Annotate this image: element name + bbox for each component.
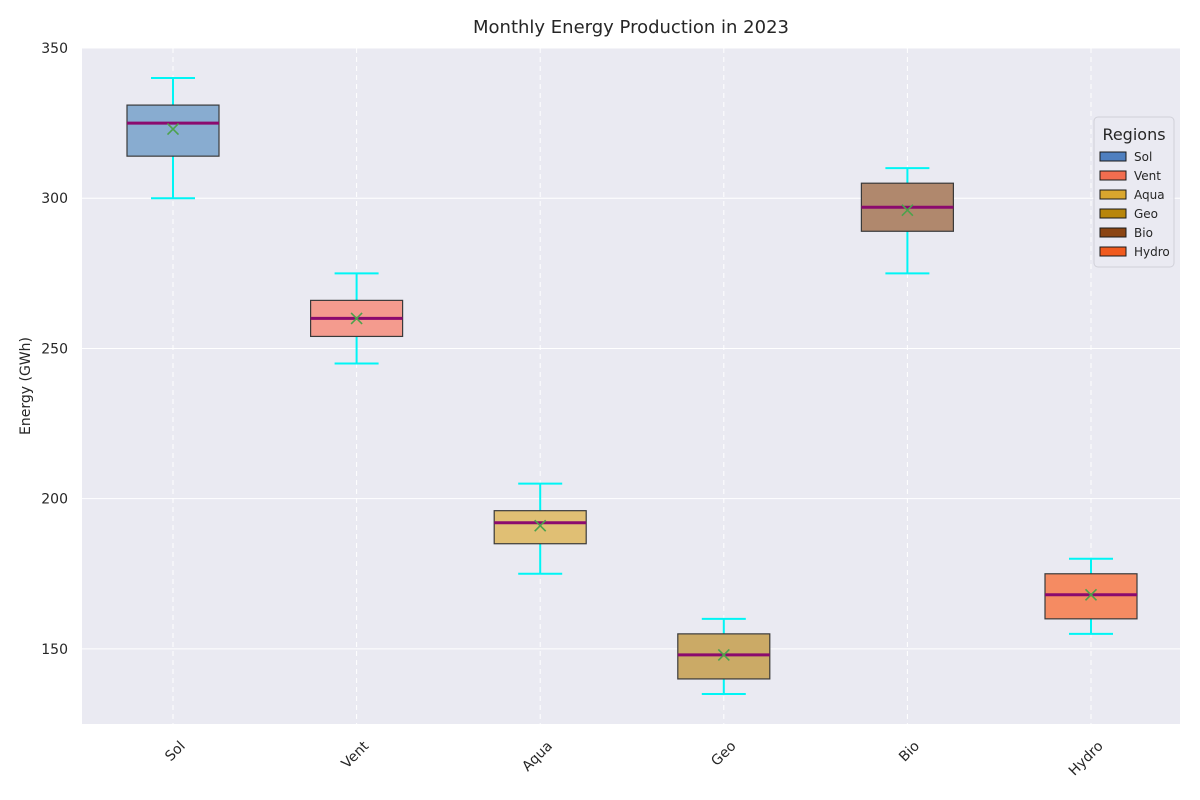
- iqr-box: [1044, 573, 1138, 620]
- legend-label: Aqua: [1134, 188, 1165, 202]
- y-tick-label: 200: [41, 492, 68, 508]
- legend-entry-sol: Sol: [1099, 150, 1152, 164]
- legend-swatch: [1099, 246, 1127, 257]
- box-hydro: [1044, 557, 1138, 635]
- y-tick-label: 250: [41, 341, 68, 357]
- mean-marker: [166, 123, 180, 136]
- chart-title: Monthly Energy Production in 2023: [473, 17, 789, 38]
- legend-swatch: [1099, 189, 1127, 200]
- legend-entry-bio: Bio: [1099, 226, 1153, 240]
- legend-entry-vent: Vent: [1099, 169, 1161, 183]
- box-bio: [860, 167, 955, 275]
- mean-marker: [350, 312, 363, 325]
- legend-label: Sol: [1134, 150, 1152, 164]
- legend-swatch: [1099, 227, 1127, 238]
- legend-swatch: [1099, 151, 1127, 162]
- legend-swatch: [1099, 208, 1127, 219]
- legend-entry-hydro: Hydro: [1099, 245, 1170, 259]
- legend: Regions Sol Vent Aqua Geo Bio Hydro: [1093, 116, 1175, 268]
- iqr-box: [677, 633, 771, 680]
- box-plots: [126, 77, 1138, 695]
- mean-marker: [1084, 588, 1098, 601]
- iqr-box: [493, 510, 587, 545]
- y-tick-label: 350: [41, 41, 68, 57]
- plot-area: [82, 48, 1180, 724]
- legend-entry-aqua: Aqua: [1099, 188, 1165, 202]
- mean-marker: [901, 204, 914, 217]
- legend-label: Bio: [1134, 226, 1153, 240]
- iqr-box: [126, 104, 220, 157]
- y-tick-label: 300: [41, 191, 68, 207]
- grid-lines: [82, 47, 1180, 724]
- box-sol: [126, 77, 220, 200]
- box-vent: [310, 272, 404, 365]
- legend-entry-geo: Geo: [1099, 207, 1158, 221]
- box-aqua: [493, 482, 587, 575]
- y-axis-label: Energy (GWh): [18, 337, 34, 435]
- legend-label: Vent: [1134, 169, 1161, 183]
- mean-marker: [717, 648, 730, 661]
- legend-label: Hydro: [1134, 245, 1170, 259]
- box-geo: [677, 617, 771, 695]
- legend-label: Geo: [1134, 207, 1158, 221]
- legend-swatch: [1099, 170, 1127, 181]
- mean-marker: [534, 519, 547, 532]
- legend-title: Regions: [1102, 125, 1165, 144]
- y-tick-label: 150: [41, 642, 68, 658]
